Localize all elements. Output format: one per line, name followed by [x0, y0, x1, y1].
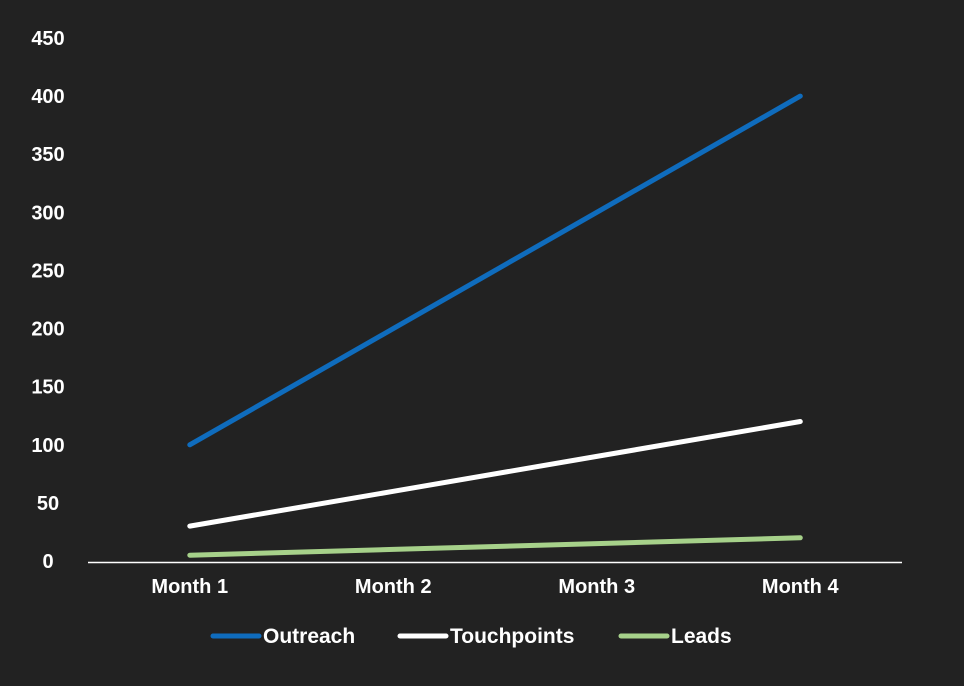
y-tick-label: 0: [42, 551, 53, 573]
legend-item-leads[interactable]: Leads: [618, 625, 732, 648]
legend-label: Outreach: [263, 625, 355, 648]
x-tick-label: Month 1: [151, 576, 228, 598]
x-axis-tick-labels: Month 1 Month 2 Month 3 Month 4: [151, 576, 839, 598]
series-line-touchpoints: [187, 419, 803, 529]
y-tick-label: 350: [31, 144, 64, 166]
y-tick-label: 250: [31, 260, 64, 282]
legend-item-touchpoints[interactable]: Touchpoints: [397, 625, 574, 648]
x-tick-label: Month 4: [762, 576, 840, 598]
y-axis-tick-labels: 0 50 100 150 200 250 300 350 400 450: [31, 28, 64, 573]
series-line-outreach: [187, 93, 803, 448]
legend-label: Leads: [671, 625, 732, 648]
y-tick-label: 150: [31, 377, 64, 399]
y-tick-label: 450: [31, 28, 64, 50]
y-tick-label: 200: [31, 319, 64, 341]
y-tick-label: 100: [31, 435, 64, 457]
y-tick-label: 400: [31, 86, 64, 108]
y-tick-label: 300: [31, 202, 64, 224]
x-tick-label: Month 3: [558, 576, 635, 598]
legend-item-outreach[interactable]: Outreach: [210, 625, 355, 648]
series-lines: [187, 93, 803, 558]
y-tick-label: 50: [37, 493, 59, 515]
legend: Outreach Touchpoints Leads: [210, 625, 732, 648]
legend-label: Touchpoints: [450, 625, 574, 648]
x-tick-label: Month 2: [355, 576, 432, 598]
series-line-leads: [187, 535, 803, 558]
